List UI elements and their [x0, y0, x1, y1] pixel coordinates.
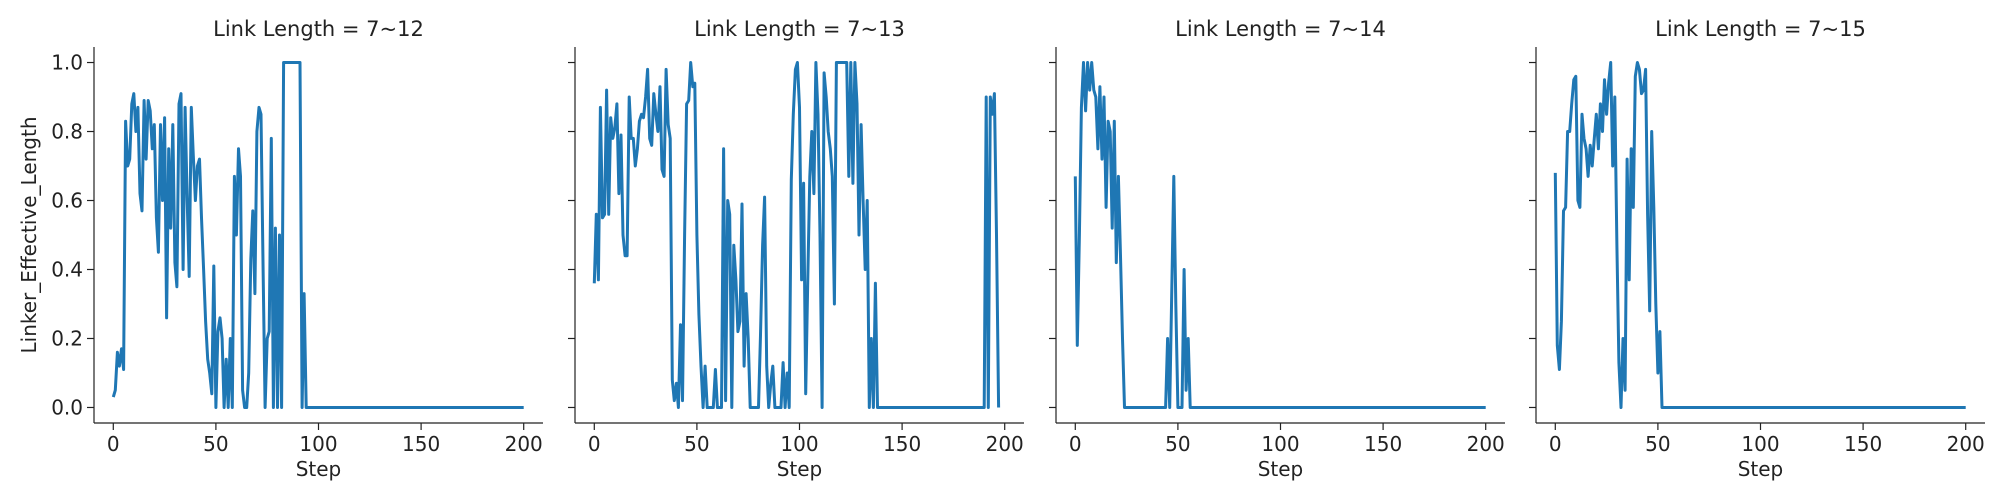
x-tick-label: 100	[1741, 432, 1779, 456]
x-tick-label: 200	[505, 432, 543, 456]
x-tick-label: 150	[1844, 432, 1882, 456]
x-tick-label: 0	[107, 432, 120, 456]
panel-title: Link Length = 7~12	[213, 17, 424, 41]
x-tick-label: 100	[299, 432, 337, 456]
y-tick-label: 0.4	[51, 257, 83, 281]
x-tick-label: 50	[203, 432, 228, 456]
x-tick-label: 150	[883, 432, 921, 456]
x-tick-label: 0	[588, 432, 601, 456]
y-tick-label: 0.8	[51, 120, 83, 144]
x-tick-label: 100	[1261, 432, 1299, 456]
x-axis-label: Step	[296, 457, 342, 481]
x-tick-label: 150	[402, 432, 440, 456]
y-tick-label: 0.0	[51, 395, 83, 419]
x-tick-label: 0	[1069, 432, 1082, 456]
x-axis-label: Step	[777, 457, 823, 481]
x-axis-label: Step	[1738, 457, 1784, 481]
x-tick-label: 50	[684, 432, 709, 456]
data-line	[1073, 61, 1486, 409]
x-axis-label: Step	[1258, 457, 1304, 481]
data-line	[592, 61, 1001, 409]
panel-title: Link Length = 7~13	[694, 17, 905, 41]
panel-title: Link Length = 7~14	[1175, 17, 1386, 41]
y-tick-label: 1.0	[51, 51, 83, 75]
y-axis-label: Linker_Effective_Length	[17, 116, 41, 353]
x-tick-label: 200	[1947, 432, 1985, 456]
data-line	[111, 61, 524, 409]
y-tick-label: 0.2	[51, 326, 83, 350]
x-tick-label: 100	[780, 432, 818, 456]
x-tick-label: 200	[986, 432, 1024, 456]
panel-title: Link Length = 7~15	[1655, 17, 1866, 41]
x-tick-label: 0	[1549, 432, 1562, 456]
x-tick-label: 50	[1165, 432, 1190, 456]
x-tick-label: 150	[1364, 432, 1402, 456]
data-line	[1553, 61, 1966, 409]
x-tick-label: 50	[1645, 432, 1670, 456]
y-tick-label: 0.6	[51, 189, 83, 213]
x-tick-label: 200	[1467, 432, 1505, 456]
